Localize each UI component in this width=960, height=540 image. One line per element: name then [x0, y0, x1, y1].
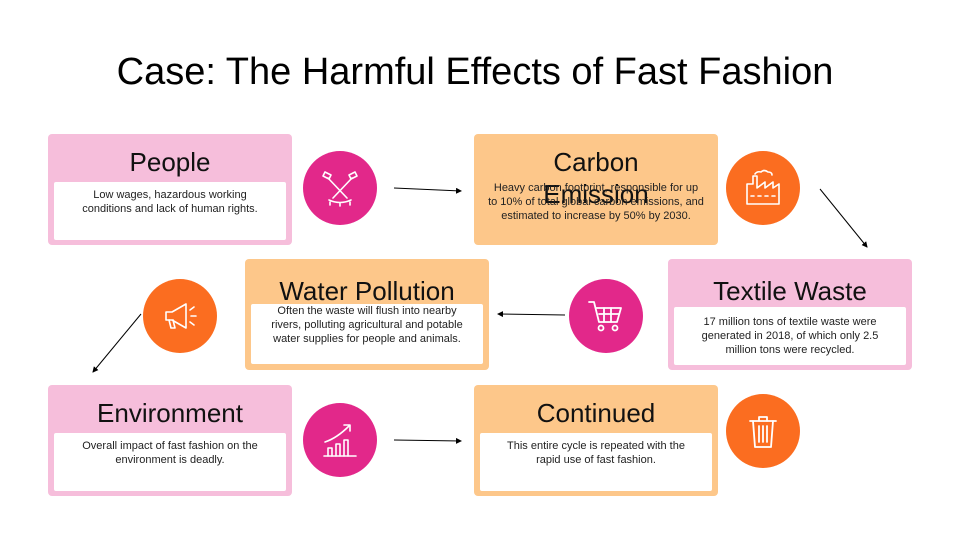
people-body: Low wages, hazardous working conditions …	[54, 182, 286, 240]
textile-body: 17 million tons of textile waste were ge…	[674, 307, 906, 365]
continued-card: Continued This entire cycle is repeated …	[474, 385, 718, 496]
people-text: Low wages, hazardous working conditions …	[82, 189, 258, 215]
environment-body: Overall impact of fast fashion on the en…	[54, 433, 286, 491]
carbon-text: Heavy carbon footprint, responsible for …	[488, 182, 704, 222]
water-icon-circle	[143, 279, 217, 353]
spotlights-icon	[322, 171, 358, 207]
people-heading: People	[129, 147, 211, 177]
water-text: Often the waste will flush into nearby r…	[271, 305, 463, 345]
continued-heading: Continued	[536, 398, 656, 428]
people-card: People Low wages, hazardous working cond…	[48, 134, 292, 245]
carbon-icon-circle	[726, 151, 800, 225]
arrow-environment-to-continued	[393, 437, 462, 444]
continued-text: This entire cycle is repeated with the r…	[507, 440, 685, 466]
shopping-cart-icon	[588, 301, 622, 332]
environment-text: Overall impact of fast fashion on the en…	[82, 440, 258, 466]
arrow-people-to-carbon	[393, 187, 462, 194]
environment-card: Environment Overall impact of fast fashi…	[48, 385, 292, 496]
carbon-heading: Carbon Emission	[543, 147, 649, 209]
people-icon-circle	[303, 151, 377, 225]
textile-text: 17 million tons of textile waste were ge…	[701, 316, 879, 356]
carbon-card: Carbon Emission Heavy carbon footprint, …	[474, 134, 718, 245]
continued-body: This entire cycle is repeated with the r…	[480, 433, 712, 491]
arrow-water-to-environment	[92, 313, 142, 373]
arrow-textile-to-water	[497, 311, 566, 318]
water-card: Water Pollution Often the waste will flu…	[245, 259, 489, 370]
textile-heading: Textile Waste	[713, 276, 867, 306]
environment-icon-circle	[303, 403, 377, 477]
textile-card: Textile Waste 17 million tons of textile…	[668, 259, 912, 370]
megaphone-icon	[165, 303, 197, 329]
environment-heading: Environment	[97, 398, 243, 428]
water-body: Often the waste will flush into nearby r…	[251, 304, 483, 364]
continued-icon-circle	[726, 394, 800, 468]
trash-can-icon	[749, 416, 777, 448]
page-title: Case: The Harmful Effects of Fast Fashio…	[116, 51, 834, 93]
growth-chart-icon	[323, 424, 357, 457]
water-heading: Water Pollution	[279, 276, 455, 306]
factory-icon	[746, 169, 780, 205]
textile-icon-circle	[569, 279, 643, 353]
arrow-carbon-to-textile	[819, 188, 868, 248]
